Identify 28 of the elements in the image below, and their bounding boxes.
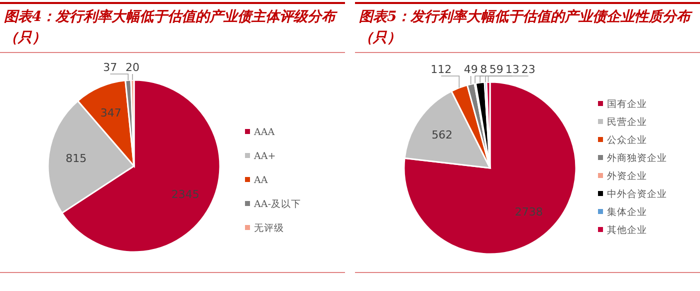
data-label: 562 bbox=[432, 128, 453, 142]
chart-title: 图表4：发行利率大幅低于估值的产业债主体评级分布（只） bbox=[4, 8, 338, 48]
legend-label: 无评级 bbox=[254, 222, 284, 234]
data-label: 2738 bbox=[514, 206, 543, 219]
data-label: 347 bbox=[100, 106, 122, 120]
chart-title: 图表5：发行利率大幅低于估值的产业债企业性质分布（只） bbox=[359, 8, 694, 48]
legend-label: AA-及以下 bbox=[253, 198, 301, 210]
data-label: 112 bbox=[430, 63, 452, 76]
legend-label: AAA bbox=[253, 127, 275, 138]
data-label: 20 bbox=[125, 61, 140, 74]
data-label: 815 bbox=[66, 152, 87, 165]
data-label: 2345 bbox=[171, 188, 200, 201]
legend-label: 集体企业 bbox=[607, 206, 647, 218]
legend-label: AA bbox=[253, 175, 268, 186]
data-label: 49 bbox=[464, 63, 478, 76]
data-label: 59 bbox=[489, 63, 504, 76]
legend-label: 中外合资企业 bbox=[607, 188, 667, 200]
data-label: 8 bbox=[480, 63, 488, 76]
legend-label: 国有企业 bbox=[607, 98, 647, 110]
legend-label: 其他企业 bbox=[607, 224, 647, 236]
legend-label: AA+ bbox=[253, 151, 276, 162]
data-label: 37 bbox=[103, 61, 118, 74]
data-label: 13 bbox=[505, 63, 520, 76]
legend-label: 外资企业 bbox=[607, 170, 647, 182]
legend-label: 公众企业 bbox=[607, 134, 647, 146]
legend-label: 外商独资企业 bbox=[607, 152, 667, 164]
data-label: 23 bbox=[521, 63, 536, 76]
legend-label: 民营企业 bbox=[607, 116, 647, 128]
